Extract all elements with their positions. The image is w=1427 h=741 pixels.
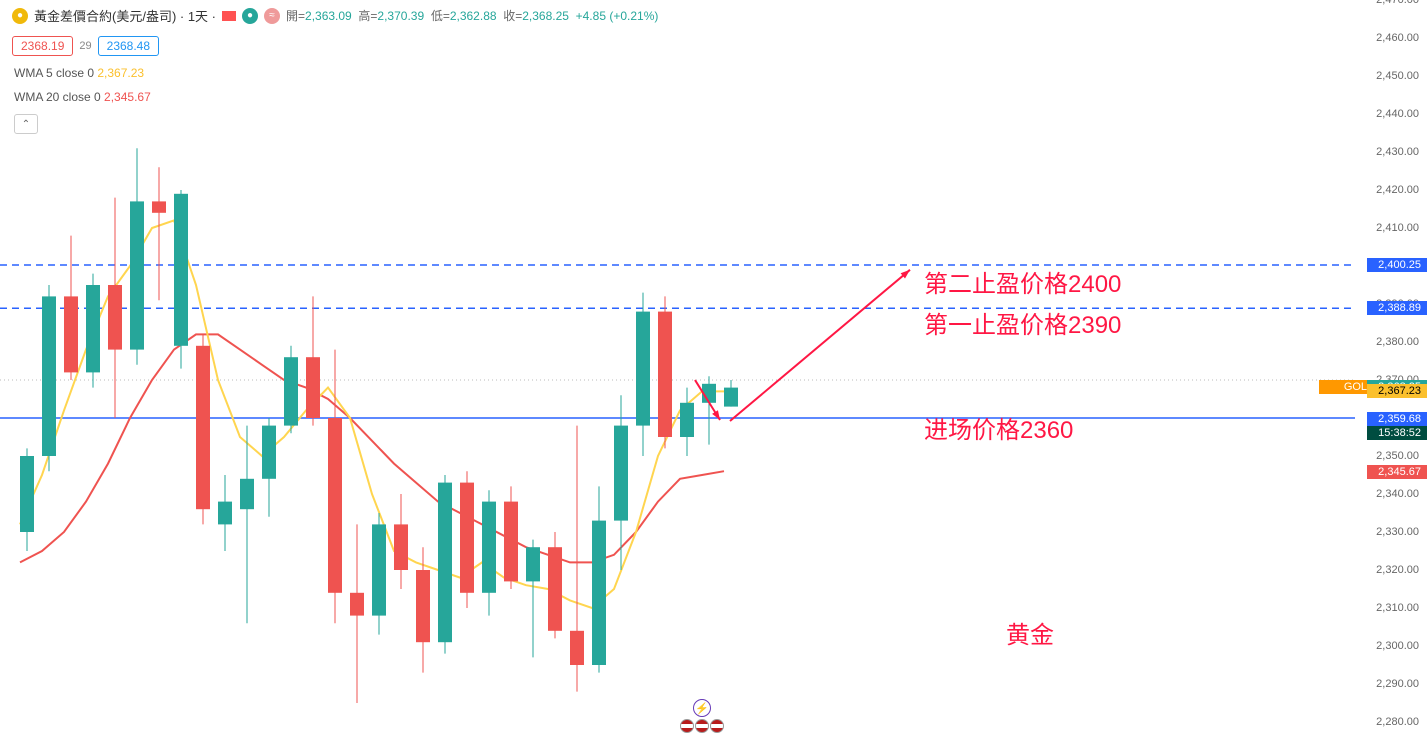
time-tag: 15:38:52 [1367,426,1427,440]
y-tick: 2,430.00 [1376,146,1419,158]
y-tick: 2,340.00 [1376,488,1419,500]
flag-row [680,719,724,733]
price-tag: 2,388.89 [1367,301,1427,315]
y-tick: 2,380.00 [1376,336,1419,348]
y-tick: 2,330.00 [1376,526,1419,538]
y-tick: 2,410.00 [1376,222,1419,234]
y-tick: 2,350.00 [1376,450,1419,462]
annotation-entry: 进场价格2360 [924,410,1073,445]
flag-icon-3[interactable] [710,719,724,733]
y-tick: 2,310.00 [1376,602,1419,614]
y-tick: 2,300.00 [1376,640,1419,652]
flag-icon-1[interactable] [680,719,694,733]
y-tick: 2,320.00 [1376,564,1419,576]
annotation-tp1: 第一止盈价格2390 [924,305,1121,340]
side-price-tag: 2,359.68 [1367,412,1427,426]
y-tick: 2,470.00 [1376,0,1419,6]
chart-container: ● 黃金差價合約(美元/盎司) · 1天 · ● ≈ 開=2,363.09 高=… [0,0,1427,741]
y-tick: 2,420.00 [1376,184,1419,196]
price-tag: 2,400.25 [1367,258,1427,272]
y-tick: 2,440.00 [1376,108,1419,120]
y-tick: 2,290.00 [1376,678,1419,690]
side-price-tag: 2,367.23 [1367,384,1427,398]
flag-icon-2[interactable] [695,719,709,733]
side-price-tag: 2,345.67 [1367,465,1427,479]
annotation-tp2: 第二止盈价格2400 [924,264,1121,299]
y-tick: 2,280.00 [1376,716,1419,728]
candlestick-chart[interactable] [0,0,1355,741]
bottom-icons: ⚡ [680,699,724,733]
annotation-asset: 黄金 [1006,615,1054,650]
y-tick: 2,460.00 [1376,32,1419,44]
lightning-icon[interactable]: ⚡ [693,699,711,717]
y-axis: 2,280.00 2,290.00 2,300.00 2,310.00 2,320.00… [1355,0,1427,741]
y-tick: 2,450.00 [1376,70,1419,82]
